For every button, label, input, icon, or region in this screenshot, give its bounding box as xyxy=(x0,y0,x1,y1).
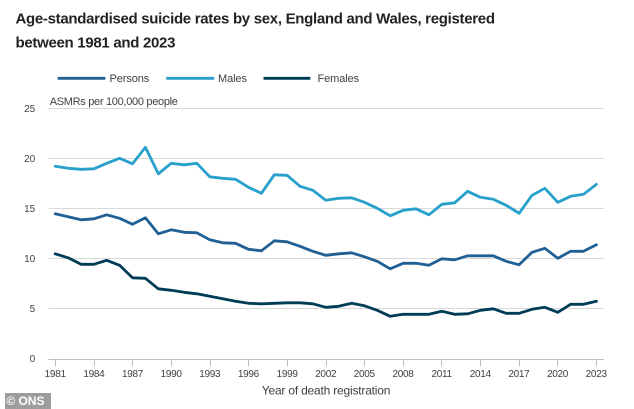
svg-text:25: 25 xyxy=(24,104,36,115)
svg-text:Year of death registration: Year of death registration xyxy=(262,384,390,398)
svg-text:© ONS: © ONS xyxy=(6,394,44,408)
svg-text:0: 0 xyxy=(30,354,36,365)
svg-text:Age-standardised suicide rates: Age-standardised suicide rates by sex, E… xyxy=(16,10,495,27)
svg-text:2008: 2008 xyxy=(392,369,414,380)
svg-text:1987: 1987 xyxy=(122,369,144,380)
svg-text:ASMRs per 100,000 people: ASMRs per 100,000 people xyxy=(50,96,178,108)
svg-text:Persons: Persons xyxy=(110,73,150,85)
svg-text:10: 10 xyxy=(24,254,36,265)
svg-text:1993: 1993 xyxy=(199,369,221,380)
svg-text:2005: 2005 xyxy=(354,369,376,380)
svg-text:1990: 1990 xyxy=(161,369,183,380)
svg-text:2017: 2017 xyxy=(508,369,530,380)
svg-text:5: 5 xyxy=(30,304,36,315)
svg-text:1996: 1996 xyxy=(238,369,260,380)
svg-text:2002: 2002 xyxy=(315,369,337,380)
svg-text:2023: 2023 xyxy=(586,369,608,380)
svg-text:1984: 1984 xyxy=(83,369,105,380)
svg-text:between 1981 and 2023: between 1981 and 2023 xyxy=(16,35,176,52)
svg-text:15: 15 xyxy=(24,204,36,215)
svg-text:2020: 2020 xyxy=(547,369,569,380)
svg-text:1981: 1981 xyxy=(45,369,67,380)
svg-text:2011: 2011 xyxy=(431,369,452,380)
svg-text:20: 20 xyxy=(24,154,36,165)
svg-text:Males: Males xyxy=(218,73,247,85)
svg-text:Females: Females xyxy=(318,73,360,85)
svg-text:1999: 1999 xyxy=(277,369,299,380)
svg-text:2014: 2014 xyxy=(470,369,492,380)
